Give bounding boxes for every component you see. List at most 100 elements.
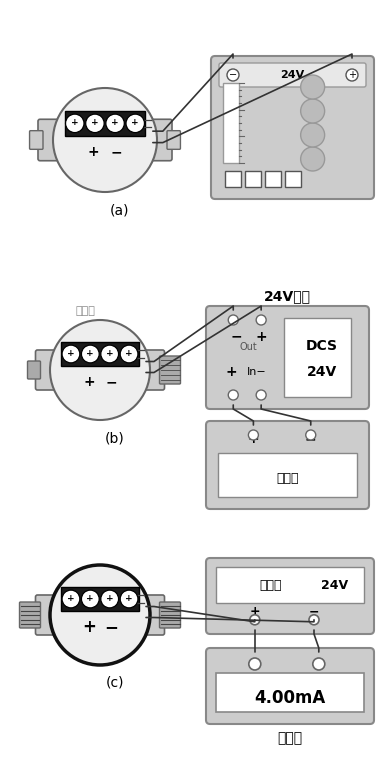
FancyBboxPatch shape bbox=[216, 568, 364, 603]
Circle shape bbox=[65, 114, 84, 132]
FancyBboxPatch shape bbox=[211, 56, 374, 199]
Text: +: + bbox=[87, 349, 94, 358]
FancyBboxPatch shape bbox=[61, 342, 139, 366]
Text: +: + bbox=[226, 365, 238, 378]
FancyBboxPatch shape bbox=[36, 350, 165, 390]
Circle shape bbox=[120, 590, 138, 608]
Text: DCS: DCS bbox=[306, 339, 338, 353]
Circle shape bbox=[301, 147, 325, 171]
Circle shape bbox=[346, 69, 358, 81]
Circle shape bbox=[82, 345, 99, 363]
FancyBboxPatch shape bbox=[206, 306, 369, 409]
Circle shape bbox=[313, 658, 325, 670]
Circle shape bbox=[301, 75, 325, 99]
Circle shape bbox=[101, 590, 118, 608]
Text: +: + bbox=[82, 618, 96, 636]
Text: −: − bbox=[111, 145, 122, 160]
Text: +: + bbox=[125, 349, 133, 358]
Circle shape bbox=[249, 658, 261, 670]
FancyBboxPatch shape bbox=[27, 361, 40, 379]
Circle shape bbox=[50, 565, 150, 665]
Text: +: + bbox=[91, 119, 99, 128]
FancyBboxPatch shape bbox=[206, 421, 369, 509]
Text: +: + bbox=[255, 330, 267, 344]
Circle shape bbox=[256, 315, 266, 325]
FancyBboxPatch shape bbox=[285, 318, 351, 397]
Text: +: + bbox=[131, 119, 139, 128]
FancyBboxPatch shape bbox=[167, 131, 180, 149]
Circle shape bbox=[228, 315, 238, 325]
FancyBboxPatch shape bbox=[20, 602, 40, 628]
Circle shape bbox=[227, 69, 239, 81]
Circle shape bbox=[53, 88, 157, 192]
Circle shape bbox=[62, 345, 80, 363]
Text: 24V: 24V bbox=[280, 70, 305, 80]
Circle shape bbox=[101, 345, 118, 363]
FancyBboxPatch shape bbox=[216, 673, 364, 712]
FancyBboxPatch shape bbox=[245, 171, 261, 187]
Circle shape bbox=[62, 590, 80, 608]
Text: +: + bbox=[249, 605, 260, 618]
FancyBboxPatch shape bbox=[29, 131, 43, 149]
FancyBboxPatch shape bbox=[36, 595, 165, 635]
Text: +: + bbox=[71, 119, 78, 128]
Text: −: − bbox=[104, 618, 118, 636]
FancyBboxPatch shape bbox=[160, 602, 180, 628]
Text: −: − bbox=[105, 375, 117, 389]
Text: +: + bbox=[111, 119, 119, 128]
Text: 变送器: 变送器 bbox=[75, 306, 95, 316]
FancyBboxPatch shape bbox=[223, 83, 239, 163]
Text: +: + bbox=[106, 594, 114, 603]
Circle shape bbox=[228, 390, 238, 400]
Text: +: + bbox=[67, 594, 75, 603]
Text: 24V电源: 24V电源 bbox=[264, 289, 311, 303]
Text: +: + bbox=[348, 70, 356, 80]
Text: +: + bbox=[125, 594, 133, 603]
Text: In−: In− bbox=[247, 367, 267, 377]
Text: 4.00mA: 4.00mA bbox=[254, 689, 326, 707]
FancyBboxPatch shape bbox=[218, 453, 357, 497]
Text: (a): (a) bbox=[110, 203, 130, 217]
Text: +: + bbox=[83, 375, 95, 389]
Text: 电流表: 电流表 bbox=[278, 731, 303, 745]
FancyBboxPatch shape bbox=[206, 558, 374, 634]
FancyBboxPatch shape bbox=[160, 356, 180, 384]
Text: Out: Out bbox=[240, 341, 258, 352]
Text: −: − bbox=[305, 432, 317, 446]
Circle shape bbox=[306, 430, 316, 440]
Text: −: − bbox=[229, 70, 237, 80]
Circle shape bbox=[50, 320, 150, 420]
Text: +: + bbox=[87, 594, 94, 603]
FancyBboxPatch shape bbox=[265, 171, 281, 187]
FancyBboxPatch shape bbox=[285, 171, 301, 187]
FancyBboxPatch shape bbox=[219, 63, 366, 87]
Text: +: + bbox=[106, 349, 114, 358]
Text: −: − bbox=[309, 605, 319, 618]
Text: (b): (b) bbox=[105, 431, 125, 445]
Circle shape bbox=[120, 345, 138, 363]
FancyBboxPatch shape bbox=[225, 171, 241, 187]
Circle shape bbox=[126, 114, 145, 132]
Circle shape bbox=[250, 615, 260, 625]
Text: (c): (c) bbox=[106, 676, 124, 690]
FancyBboxPatch shape bbox=[61, 587, 139, 611]
Circle shape bbox=[301, 123, 325, 147]
Text: +: + bbox=[248, 432, 259, 446]
Circle shape bbox=[256, 390, 266, 400]
Circle shape bbox=[301, 99, 325, 123]
Text: +: + bbox=[88, 145, 100, 160]
Circle shape bbox=[309, 615, 319, 625]
FancyBboxPatch shape bbox=[65, 111, 145, 136]
Text: 显示器: 显示器 bbox=[276, 472, 299, 485]
Text: 24V: 24V bbox=[321, 578, 348, 591]
Text: −: − bbox=[230, 330, 242, 344]
FancyBboxPatch shape bbox=[38, 119, 172, 160]
Text: 安全栏: 安全栏 bbox=[260, 578, 282, 591]
Circle shape bbox=[86, 114, 104, 132]
FancyBboxPatch shape bbox=[206, 648, 374, 724]
Circle shape bbox=[249, 430, 258, 440]
Circle shape bbox=[82, 590, 99, 608]
Circle shape bbox=[106, 114, 124, 132]
Text: 24V: 24V bbox=[307, 365, 337, 378]
Text: +: + bbox=[67, 349, 75, 358]
